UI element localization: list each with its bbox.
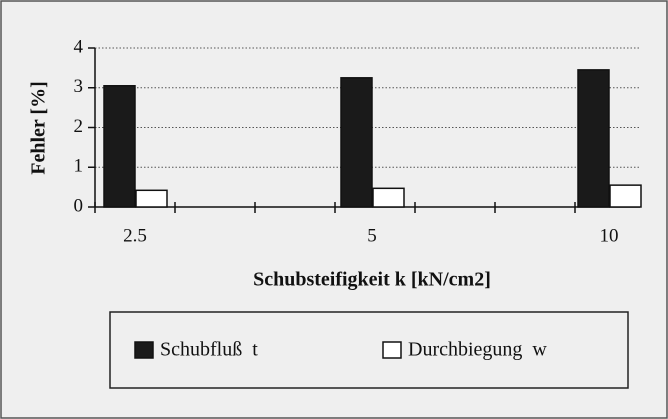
y-tick-label: 0 (74, 195, 84, 216)
legend-label: Durchbiegung w (408, 339, 547, 361)
legend-label: Schubfluß t (160, 339, 258, 361)
bar (609, 184, 642, 208)
x-tick-label: 2.5 (123, 225, 147, 246)
bar (372, 187, 405, 208)
bar (340, 77, 373, 208)
y-axis-label: Fehler [%] (28, 81, 50, 175)
bar (103, 85, 136, 208)
y-tick-label: 1 (74, 156, 84, 177)
y-tick-label: 4 (74, 36, 84, 57)
legend-swatch (134, 341, 154, 359)
x-tick-label: 10 (600, 225, 619, 246)
legend-box (109, 311, 629, 389)
bar (135, 189, 168, 208)
bar (577, 69, 610, 208)
x-tick-label: 5 (367, 225, 377, 246)
y-tick-label: 2 (74, 116, 84, 137)
y-tick-label: 3 (74, 76, 84, 97)
legend-swatch (382, 341, 402, 359)
x-axis-label: Schubsteifigkeit k [kN/cm2] (253, 269, 491, 291)
